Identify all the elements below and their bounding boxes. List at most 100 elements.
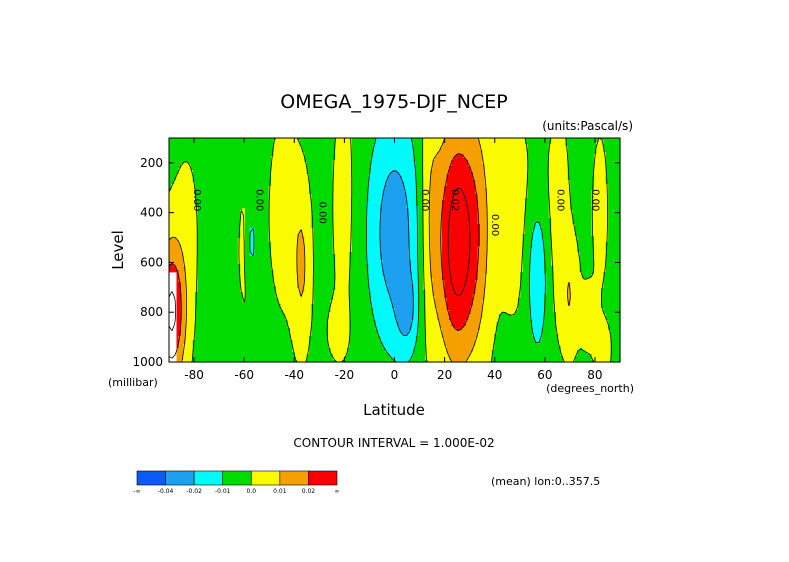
- field-cell: [477, 210, 488, 213]
- field-cell: [548, 144, 567, 147]
- field-cell: [430, 252, 443, 255]
- field-cell: [472, 176, 486, 179]
- field-cell: [373, 310, 396, 313]
- field-cell: [430, 218, 443, 221]
- field-cell: [304, 158, 336, 161]
- field-cell: [544, 258, 552, 261]
- field-cell: [422, 168, 434, 171]
- field-cell: [385, 280, 412, 283]
- field-cell: [422, 280, 434, 283]
- field-cell: [465, 320, 481, 323]
- field-cell: [418, 304, 426, 307]
- field-cell: [351, 230, 367, 233]
- field-cell: [368, 278, 386, 281]
- field-cell: [394, 360, 410, 363]
- field-cell: [195, 184, 272, 187]
- field-cell: [169, 202, 196, 205]
- field-cell: [178, 336, 187, 339]
- field-cell: [430, 196, 445, 199]
- field-cell: [375, 140, 412, 143]
- field-cell: [332, 160, 353, 163]
- field-cell: [439, 322, 453, 325]
- field-cell: [470, 312, 483, 315]
- field-cell: [425, 326, 441, 329]
- field-cell: [195, 338, 291, 341]
- field-cell: [468, 314, 483, 317]
- field-cell: [422, 260, 431, 263]
- field-cell: [441, 266, 479, 269]
- field-cell: [275, 296, 315, 299]
- field-cell: [275, 138, 298, 141]
- field-cell: [411, 280, 419, 283]
- field-cell: [195, 332, 291, 335]
- field-cell: [332, 192, 353, 195]
- field-cell: [415, 172, 424, 175]
- field-cell: [603, 272, 621, 275]
- field-cell: [441, 328, 457, 331]
- field-cell: [451, 320, 467, 323]
- field-cell: [244, 272, 275, 275]
- field-cell: [430, 202, 443, 205]
- field-cell: [551, 260, 581, 263]
- field-cell: [430, 248, 443, 251]
- field-cell: [553, 266, 581, 269]
- field-cell: [577, 354, 593, 357]
- field-cell: [242, 298, 246, 301]
- field-cell: [422, 244, 431, 247]
- field-cell: [380, 220, 410, 223]
- field-cell: [411, 322, 419, 325]
- field-cell: [268, 222, 313, 225]
- field-cell: [268, 192, 310, 195]
- field-cell: [415, 186, 424, 189]
- field-cell: [525, 198, 550, 201]
- field-cell: [370, 162, 417, 165]
- field-cell: [484, 168, 529, 171]
- field-cell: [169, 250, 182, 253]
- field-cell: [180, 248, 199, 251]
- field-cell: [237, 258, 246, 261]
- field-cell: [605, 256, 621, 259]
- field-cell: [368, 182, 386, 185]
- field-cell: [313, 228, 334, 231]
- field-cell: [544, 242, 552, 245]
- field-cell: [541, 228, 552, 231]
- field-cell: [430, 262, 443, 265]
- field-cell: [468, 358, 493, 361]
- field-cell: [268, 230, 301, 233]
- field-cell: [271, 180, 310, 183]
- field-cell: [351, 188, 369, 191]
- field-cell: [332, 358, 346, 361]
- field-cell: [446, 182, 476, 185]
- field-cell: [271, 248, 298, 251]
- field-cell: [593, 256, 607, 259]
- field-cell: [553, 290, 569, 293]
- field-cell: [482, 152, 529, 155]
- field-cell: [475, 292, 486, 295]
- field-cell: [313, 294, 334, 297]
- field-cell: [349, 280, 369, 283]
- field-cell: [180, 326, 187, 329]
- field-cell: [373, 308, 396, 311]
- field-cell: [541, 226, 552, 229]
- field-cell: [610, 354, 621, 357]
- field-cell: [548, 168, 569, 171]
- field-cell: [197, 286, 241, 289]
- field-cell: [387, 288, 415, 291]
- field-cell: [311, 326, 329, 329]
- field-cell: [605, 154, 621, 157]
- field-cell: [180, 300, 187, 303]
- field-cell: [249, 252, 256, 255]
- legend-label: -0.01: [215, 488, 231, 495]
- field-cell: [567, 164, 595, 167]
- field-cell: [593, 176, 607, 179]
- field-cell: [169, 140, 275, 143]
- field-cell: [487, 206, 526, 209]
- field-cell: [330, 350, 348, 353]
- field-cell: [273, 280, 298, 283]
- field-cell: [548, 150, 569, 153]
- field-cell: [332, 168, 353, 171]
- field-cell: [173, 180, 194, 183]
- field-cell: [482, 160, 529, 163]
- field-cell: [529, 302, 545, 305]
